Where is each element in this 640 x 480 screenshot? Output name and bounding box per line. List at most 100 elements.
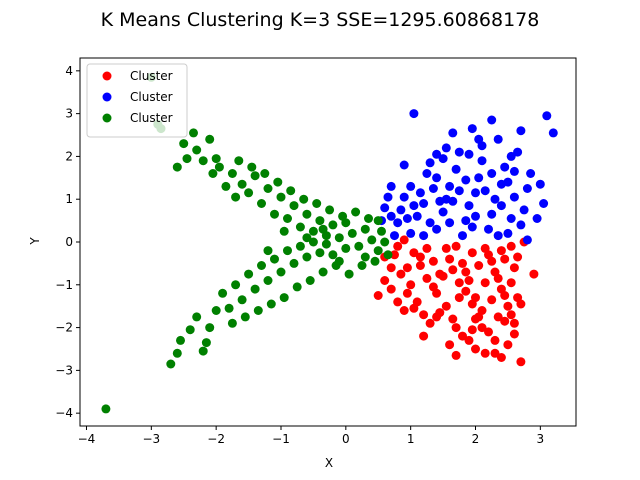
- data-point-s1-11: [380, 203, 390, 213]
- data-point-s0-67: [441, 243, 451, 253]
- data-point-s2-9: [198, 346, 208, 356]
- data-point-s2-40: [218, 288, 228, 298]
- data-point-s2-43: [237, 295, 247, 305]
- data-point-s2-31: [276, 192, 286, 202]
- data-point-s1-32: [461, 216, 471, 226]
- data-point-s0-61: [402, 288, 412, 298]
- data-point-s1-51: [425, 218, 435, 228]
- data-point-s0-77: [506, 241, 516, 251]
- data-point-s1-63: [513, 147, 523, 157]
- points-layer: [101, 72, 558, 414]
- data-point-s0-8: [500, 316, 510, 326]
- data-point-s0-78: [506, 278, 516, 288]
- data-point-s2-68: [357, 261, 367, 270]
- data-point-s0-55: [409, 248, 419, 258]
- y-tick-label-1: −3: [55, 363, 73, 377]
- data-point-s1-19: [406, 228, 416, 238]
- data-point-s1-69: [390, 231, 399, 241]
- data-point-s0-23: [390, 250, 399, 260]
- data-point-s1-72: [487, 169, 497, 178]
- data-point-s2-19: [211, 306, 221, 315]
- data-point-s2-39: [328, 220, 338, 230]
- y-tick-label-2: −2: [55, 321, 73, 335]
- data-point-s0-54: [500, 254, 510, 264]
- ticks-layer: −4 −3 −2 −1 0 1 2 3 −4 −3 −2 −1 0 1 2 3 4: [55, 64, 544, 446]
- data-point-s2-5: [172, 348, 182, 358]
- data-point-s0-13: [496, 353, 506, 362]
- data-point-s2-81: [273, 177, 283, 187]
- data-point-s2-80: [279, 293, 289, 303]
- data-point-s1-71: [461, 175, 471, 185]
- data-point-s0-71: [467, 299, 477, 309]
- data-point-s1-20: [412, 211, 422, 221]
- data-point-s2-87: [234, 156, 244, 166]
- data-point-s0-58: [428, 282, 438, 292]
- data-point-s0-62: [409, 303, 419, 313]
- data-point-s1-53: [445, 218, 455, 228]
- data-point-s2-13: [182, 154, 192, 164]
- data-point-s2-95: [318, 224, 328, 234]
- x-tick-label-0: −4: [78, 432, 96, 446]
- data-point-s2-4: [166, 359, 176, 369]
- chart-title: K Means Clustering K=3 SSE=1295.60868178: [101, 9, 540, 31]
- y-tick-label-0: −4: [55, 406, 73, 420]
- data-point-s2-24: [231, 192, 241, 202]
- data-point-s1-4: [467, 124, 477, 134]
- data-point-s2-8: [192, 312, 202, 322]
- data-point-s0-27: [402, 263, 412, 273]
- data-point-s1-2: [548, 128, 558, 138]
- data-point-s2-50: [283, 246, 292, 256]
- data-point-s0-12: [480, 348, 490, 358]
- data-point-s0-56: [415, 261, 425, 270]
- data-point-s2-0: [101, 404, 111, 414]
- data-point-s1-59: [493, 231, 503, 241]
- data-point-s2-76: [305, 276, 315, 285]
- data-point-s1-0: [409, 109, 419, 119]
- data-point-s2-77: [299, 194, 309, 204]
- data-point-s0-88: [432, 312, 442, 322]
- data-point-s0-48: [461, 267, 471, 277]
- data-point-s2-21: [214, 162, 224, 172]
- data-point-s0-89: [509, 329, 519, 339]
- data-point-s1-76: [526, 169, 536, 178]
- data-point-s1-42: [500, 162, 510, 172]
- data-point-s1-60: [496, 201, 506, 211]
- data-point-s0-80: [386, 284, 396, 294]
- legend-marker-1: [102, 92, 112, 102]
- data-point-s2-79: [286, 186, 296, 196]
- data-point-s2-92: [373, 216, 383, 226]
- data-point-s2-70: [344, 269, 354, 279]
- data-point-s2-35: [302, 209, 312, 219]
- data-point-s0-9: [506, 310, 516, 320]
- data-point-s2-7: [185, 325, 195, 335]
- data-point-s0-16: [467, 325, 477, 335]
- data-point-s1-47: [519, 205, 529, 215]
- data-point-s2-94: [341, 218, 351, 228]
- data-point-s2-23: [227, 169, 237, 178]
- data-point-s0-17: [509, 318, 519, 328]
- data-point-s2-75: [312, 199, 322, 208]
- data-point-s0-63: [415, 252, 425, 262]
- data-point-s0-70: [461, 286, 471, 296]
- data-point-s0-24: [393, 241, 403, 251]
- data-point-s0-50: [474, 261, 484, 270]
- data-point-s1-73: [441, 143, 451, 153]
- data-point-s2-86: [240, 312, 250, 322]
- legend-box: [86, 63, 188, 138]
- data-point-s2-57: [328, 250, 338, 260]
- data-point-s2-91: [383, 250, 393, 260]
- data-point-s0-51: [480, 278, 490, 288]
- data-point-s0-85: [477, 323, 487, 333]
- data-point-s2-53: [302, 252, 312, 262]
- data-point-s0-20: [373, 291, 383, 300]
- data-point-s2-99: [263, 246, 273, 256]
- data-point-s2-27: [250, 171, 260, 181]
- data-point-s1-49: [522, 235, 532, 245]
- data-point-s0-68: [448, 265, 458, 275]
- data-point-s1-23: [425, 158, 435, 168]
- data-point-s2-83: [260, 169, 270, 178]
- data-point-s0-25: [399, 235, 409, 245]
- data-point-s0-37: [464, 276, 474, 285]
- data-point-s0-52: [487, 295, 497, 305]
